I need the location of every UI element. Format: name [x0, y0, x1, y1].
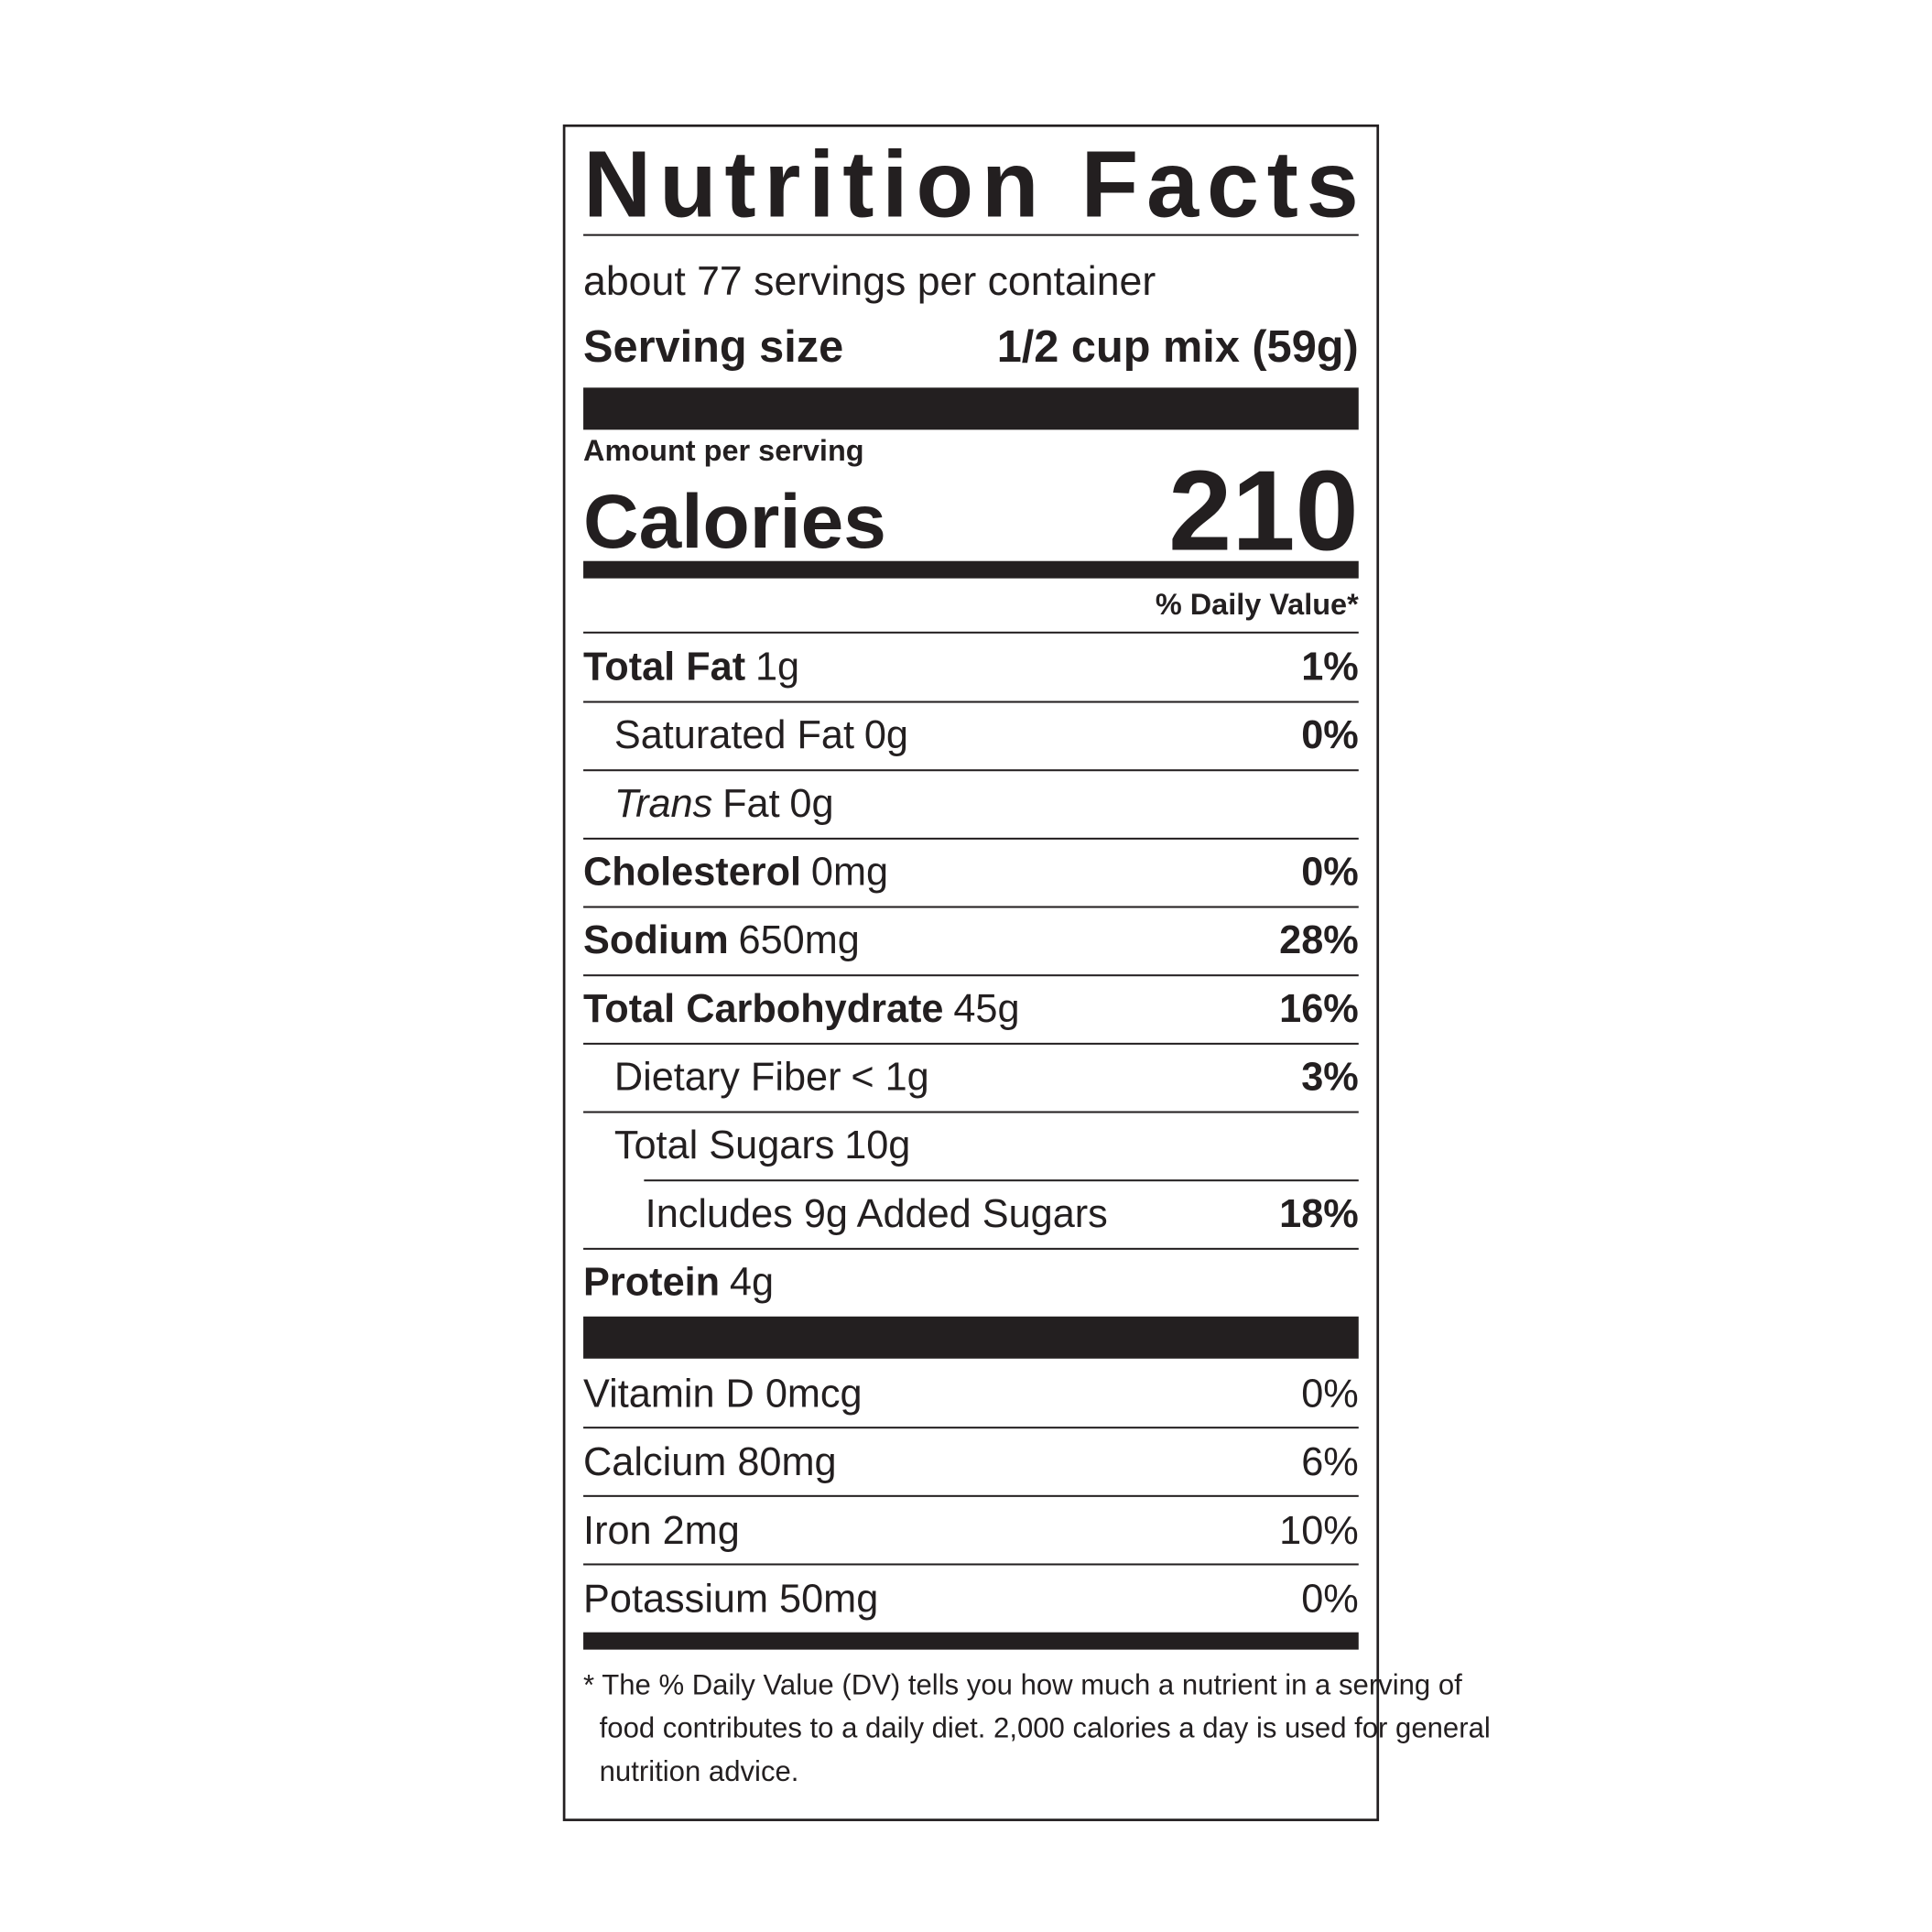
- nutrient-amount: 650mg: [739, 918, 860, 962]
- nutrient-label: Protein 4g: [583, 1261, 774, 1305]
- rule: [583, 1427, 1359, 1429]
- vitamin-label: Calcium 80mg: [583, 1440, 837, 1484]
- nutrient-label: Cholesterol 0mg: [583, 851, 888, 895]
- nutrient-label: Sodium 650mg: [583, 918, 860, 962]
- vitamin-dv: 10%: [1279, 1509, 1359, 1553]
- vitamin-label: Vitamin D 0mcg: [583, 1373, 863, 1416]
- vitamin-label: Potassium 50mg: [583, 1577, 878, 1621]
- nutrient-name: Includes 9g Added Sugars: [646, 1192, 1108, 1236]
- nutrient-dv: 0%: [1301, 851, 1359, 895]
- rule: [583, 1042, 1359, 1045]
- rule: [583, 974, 1359, 977]
- servings: about 77 servings per container: [583, 259, 1156, 304]
- thick-bar: [583, 387, 1359, 430]
- rule: [583, 769, 1359, 772]
- nutrient-name: Cholesterol: [583, 851, 801, 895]
- daily-value-header: % Daily Value*: [1156, 588, 1359, 621]
- nutrient-name: Protein: [583, 1261, 720, 1305]
- footnote-line: * The % Daily Value (DV) tells you how m…: [583, 1668, 1462, 1700]
- rule: [583, 1563, 1359, 1566]
- vitamin-dv: 0%: [1301, 1373, 1359, 1416]
- rule: [644, 1179, 1359, 1182]
- nutrient-name: Sodium: [583, 918, 729, 962]
- nutrient-dv: 1%: [1301, 646, 1359, 689]
- footnote-line: food contributes to a daily diet. 2,000 …: [600, 1712, 1491, 1744]
- serving-size-value: 1/2 cup mix (59g): [997, 322, 1359, 372]
- amount-per-serving: Amount per serving: [583, 434, 864, 467]
- nutrient-amount: < 1g: [851, 1056, 928, 1100]
- nutrient-label: Total Carbohydrate 45g: [583, 987, 1019, 1031]
- nutrient-amount: 0g: [789, 782, 833, 826]
- rule: [583, 700, 1359, 703]
- rule: [583, 233, 1359, 236]
- label-border: [562, 124, 1380, 1821]
- nutrient-amount: 4g: [730, 1261, 774, 1305]
- nutrient-amount: 1g: [755, 646, 799, 689]
- nutrient-label: Includes 9g Added Sugars: [646, 1192, 1108, 1236]
- nutrient-name: Total Fat: [583, 646, 745, 689]
- nutrient-amount: 10g: [844, 1123, 910, 1167]
- nutrient-name: Saturated Fat: [614, 713, 854, 757]
- medium-bar: [583, 1632, 1359, 1650]
- vitamin-dv: 6%: [1301, 1440, 1359, 1484]
- thick-bar: [583, 1316, 1359, 1359]
- medium-bar: [583, 560, 1359, 579]
- nutrient-dv: 3%: [1301, 1056, 1359, 1100]
- rule: [583, 1111, 1359, 1113]
- title: Nutrition Facts: [583, 132, 1359, 237]
- vitamin-label: Iron 2mg: [583, 1509, 740, 1553]
- rule: [583, 906, 1359, 908]
- nutrient-label: Total Sugars 10g: [614, 1123, 911, 1167]
- nutrient-label: Trans Fat 0g: [614, 782, 834, 826]
- nutrient-name: Total Carbohydrate: [583, 987, 943, 1031]
- nutrient-amount: 45g: [953, 987, 1019, 1031]
- serving-size-label: Serving size: [583, 322, 843, 372]
- nutrient-name-italic: Trans: [614, 782, 712, 826]
- nutrient-label: Saturated Fat 0g: [614, 713, 908, 757]
- nutrient-amount: 0g: [864, 713, 908, 757]
- nutrient-name: Fat: [722, 782, 780, 826]
- footnote-line: nutrition advice.: [600, 1755, 799, 1787]
- rule: [583, 631, 1359, 634]
- calories-label: Calories: [583, 478, 886, 564]
- nutrient-name: Total Sugars: [614, 1123, 835, 1167]
- rule: [583, 837, 1359, 840]
- nutrient-dv: 16%: [1279, 987, 1359, 1031]
- nutrient-dv: 18%: [1279, 1192, 1359, 1236]
- nutrient-dv: 28%: [1279, 918, 1359, 962]
- rule: [583, 1247, 1359, 1250]
- rule: [583, 1494, 1359, 1497]
- nutrient-name: Dietary Fiber: [614, 1056, 841, 1100]
- nutrient-amount: 0mg: [811, 851, 888, 895]
- vitamin-dv: 0%: [1301, 1577, 1359, 1621]
- nutrient-dv: 0%: [1301, 713, 1359, 757]
- nutrient-label: Dietary Fiber < 1g: [614, 1056, 929, 1100]
- calories-value: 210: [1168, 448, 1359, 575]
- nutrient-label: Total Fat 1g: [583, 646, 799, 689]
